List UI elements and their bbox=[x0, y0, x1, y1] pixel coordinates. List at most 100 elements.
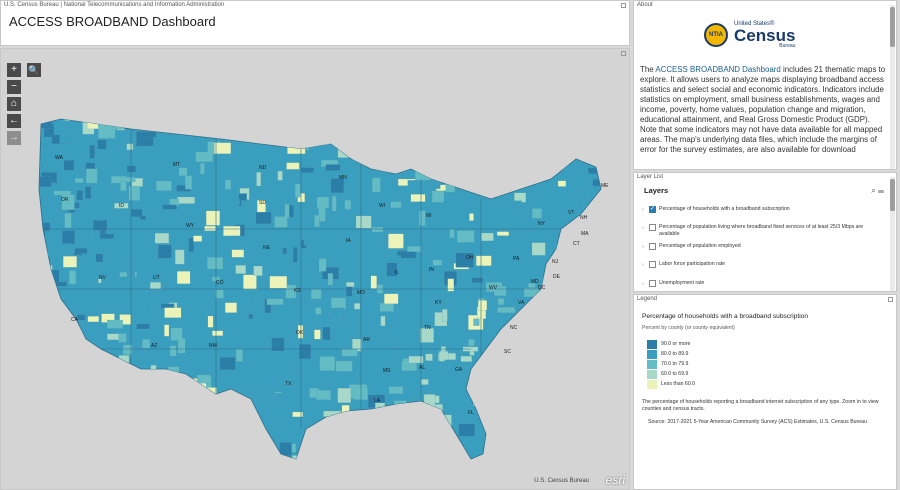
county-shape[interactable] bbox=[103, 427, 113, 436]
county-shape[interactable] bbox=[135, 346, 145, 360]
county-shape[interactable] bbox=[341, 348, 358, 357]
county-shape[interactable] bbox=[571, 393, 587, 401]
county-shape[interactable] bbox=[455, 252, 474, 268]
county-shape[interactable] bbox=[485, 182, 492, 188]
county-shape[interactable] bbox=[555, 244, 570, 260]
county-shape[interactable] bbox=[43, 371, 60, 383]
county-shape[interactable] bbox=[316, 390, 331, 400]
county-shape[interactable] bbox=[439, 351, 449, 362]
county-shape[interactable] bbox=[128, 186, 141, 201]
county-shape[interactable] bbox=[293, 247, 298, 263]
county-shape[interactable] bbox=[605, 225, 620, 238]
county-shape[interactable] bbox=[292, 411, 303, 418]
county-shape[interactable] bbox=[311, 289, 322, 299]
county-shape[interactable] bbox=[256, 172, 262, 187]
county-shape[interactable] bbox=[549, 356, 562, 368]
county-shape[interactable] bbox=[321, 136, 328, 146]
county-shape[interactable] bbox=[603, 407, 618, 417]
county-shape[interactable] bbox=[449, 229, 455, 238]
county-shape[interactable] bbox=[38, 119, 53, 129]
county-shape[interactable] bbox=[597, 289, 612, 295]
county-shape[interactable] bbox=[218, 123, 230, 133]
county-shape[interactable] bbox=[523, 355, 532, 369]
county-shape[interactable] bbox=[568, 407, 586, 421]
county-shape[interactable] bbox=[97, 168, 104, 175]
layer-checkbox[interactable] bbox=[649, 280, 656, 287]
county-shape[interactable] bbox=[488, 168, 502, 174]
choropleth-map[interactable]: WA MT ND MN OR ID SD WY WI MI NV UT NE IA CA CO KS MO IL IN… bbox=[1, 49, 630, 490]
county-shape[interactable] bbox=[386, 262, 398, 277]
about-scrollbar[interactable] bbox=[890, 5, 895, 169]
county-shape[interactable] bbox=[473, 392, 489, 406]
county-shape[interactable] bbox=[292, 455, 299, 468]
county-shape[interactable] bbox=[370, 452, 377, 461]
county-shape[interactable] bbox=[476, 255, 492, 266]
county-shape[interactable] bbox=[164, 324, 170, 337]
county-shape[interactable] bbox=[248, 296, 256, 307]
county-shape[interactable] bbox=[414, 431, 421, 438]
county-shape[interactable] bbox=[38, 327, 44, 333]
county-shape[interactable] bbox=[142, 409, 154, 420]
county-shape[interactable] bbox=[590, 266, 600, 273]
county-shape[interactable] bbox=[586, 389, 604, 397]
county-shape[interactable] bbox=[325, 164, 341, 171]
county-shape[interactable] bbox=[316, 196, 329, 209]
county-shape[interactable] bbox=[421, 379, 429, 385]
county-shape[interactable] bbox=[78, 441, 86, 451]
county-shape[interactable] bbox=[107, 333, 121, 340]
county-shape[interactable] bbox=[68, 446, 76, 457]
county-shape[interactable] bbox=[588, 250, 596, 260]
county-shape[interactable] bbox=[186, 122, 193, 135]
county-shape[interactable] bbox=[104, 424, 118, 434]
county-shape[interactable] bbox=[341, 405, 350, 416]
county-shape[interactable] bbox=[444, 359, 460, 372]
county-shape[interactable] bbox=[77, 314, 86, 321]
county-shape[interactable] bbox=[131, 209, 143, 217]
county-shape[interactable] bbox=[513, 200, 522, 208]
county-shape[interactable] bbox=[200, 163, 205, 175]
county-shape[interactable] bbox=[274, 216, 288, 228]
county-shape[interactable] bbox=[384, 146, 395, 157]
maximize-icon[interactable] bbox=[621, 51, 626, 56]
county-shape[interactable] bbox=[495, 161, 503, 168]
county-shape[interactable] bbox=[389, 408, 406, 417]
county-shape[interactable] bbox=[471, 277, 484, 283]
county-shape[interactable] bbox=[73, 454, 78, 462]
county-shape[interactable] bbox=[114, 203, 129, 209]
county-shape[interactable] bbox=[497, 307, 516, 313]
search-button[interactable]: 🔍 bbox=[27, 63, 41, 77]
county-shape[interactable] bbox=[39, 264, 52, 274]
county-shape[interactable] bbox=[177, 196, 195, 204]
filter-icon[interactable]: ☰ bbox=[878, 186, 884, 195]
county-shape[interactable] bbox=[460, 367, 467, 380]
county-shape[interactable] bbox=[127, 448, 137, 458]
county-shape[interactable] bbox=[92, 220, 108, 231]
county-shape[interactable] bbox=[539, 291, 547, 302]
county-shape[interactable] bbox=[318, 258, 327, 272]
county-shape[interactable] bbox=[87, 316, 99, 322]
county-shape[interactable] bbox=[394, 346, 404, 362]
county-shape[interactable] bbox=[295, 184, 301, 198]
layer-checkbox[interactable] bbox=[649, 243, 656, 250]
county-shape[interactable] bbox=[420, 328, 434, 343]
county-shape[interactable] bbox=[432, 295, 447, 305]
county-shape[interactable] bbox=[554, 297, 563, 307]
county-shape[interactable] bbox=[469, 213, 474, 221]
county-shape[interactable] bbox=[582, 289, 599, 296]
county-shape[interactable] bbox=[432, 121, 450, 127]
county-shape[interactable] bbox=[477, 182, 487, 197]
county-shape[interactable] bbox=[514, 443, 525, 453]
county-shape[interactable] bbox=[337, 146, 353, 158]
county-shape[interactable] bbox=[69, 353, 77, 365]
county-shape[interactable] bbox=[50, 269, 60, 283]
county-shape[interactable] bbox=[153, 116, 167, 124]
layer-scrollbar[interactable] bbox=[890, 177, 895, 291]
county-shape[interactable] bbox=[465, 163, 473, 174]
county-shape[interactable] bbox=[439, 119, 447, 124]
county-shape[interactable] bbox=[63, 160, 75, 171]
county-shape[interactable] bbox=[481, 232, 494, 242]
county-shape[interactable] bbox=[236, 234, 242, 250]
county-shape[interactable] bbox=[370, 275, 377, 289]
county-shape[interactable] bbox=[397, 124, 403, 137]
county-shape[interactable] bbox=[552, 356, 569, 363]
